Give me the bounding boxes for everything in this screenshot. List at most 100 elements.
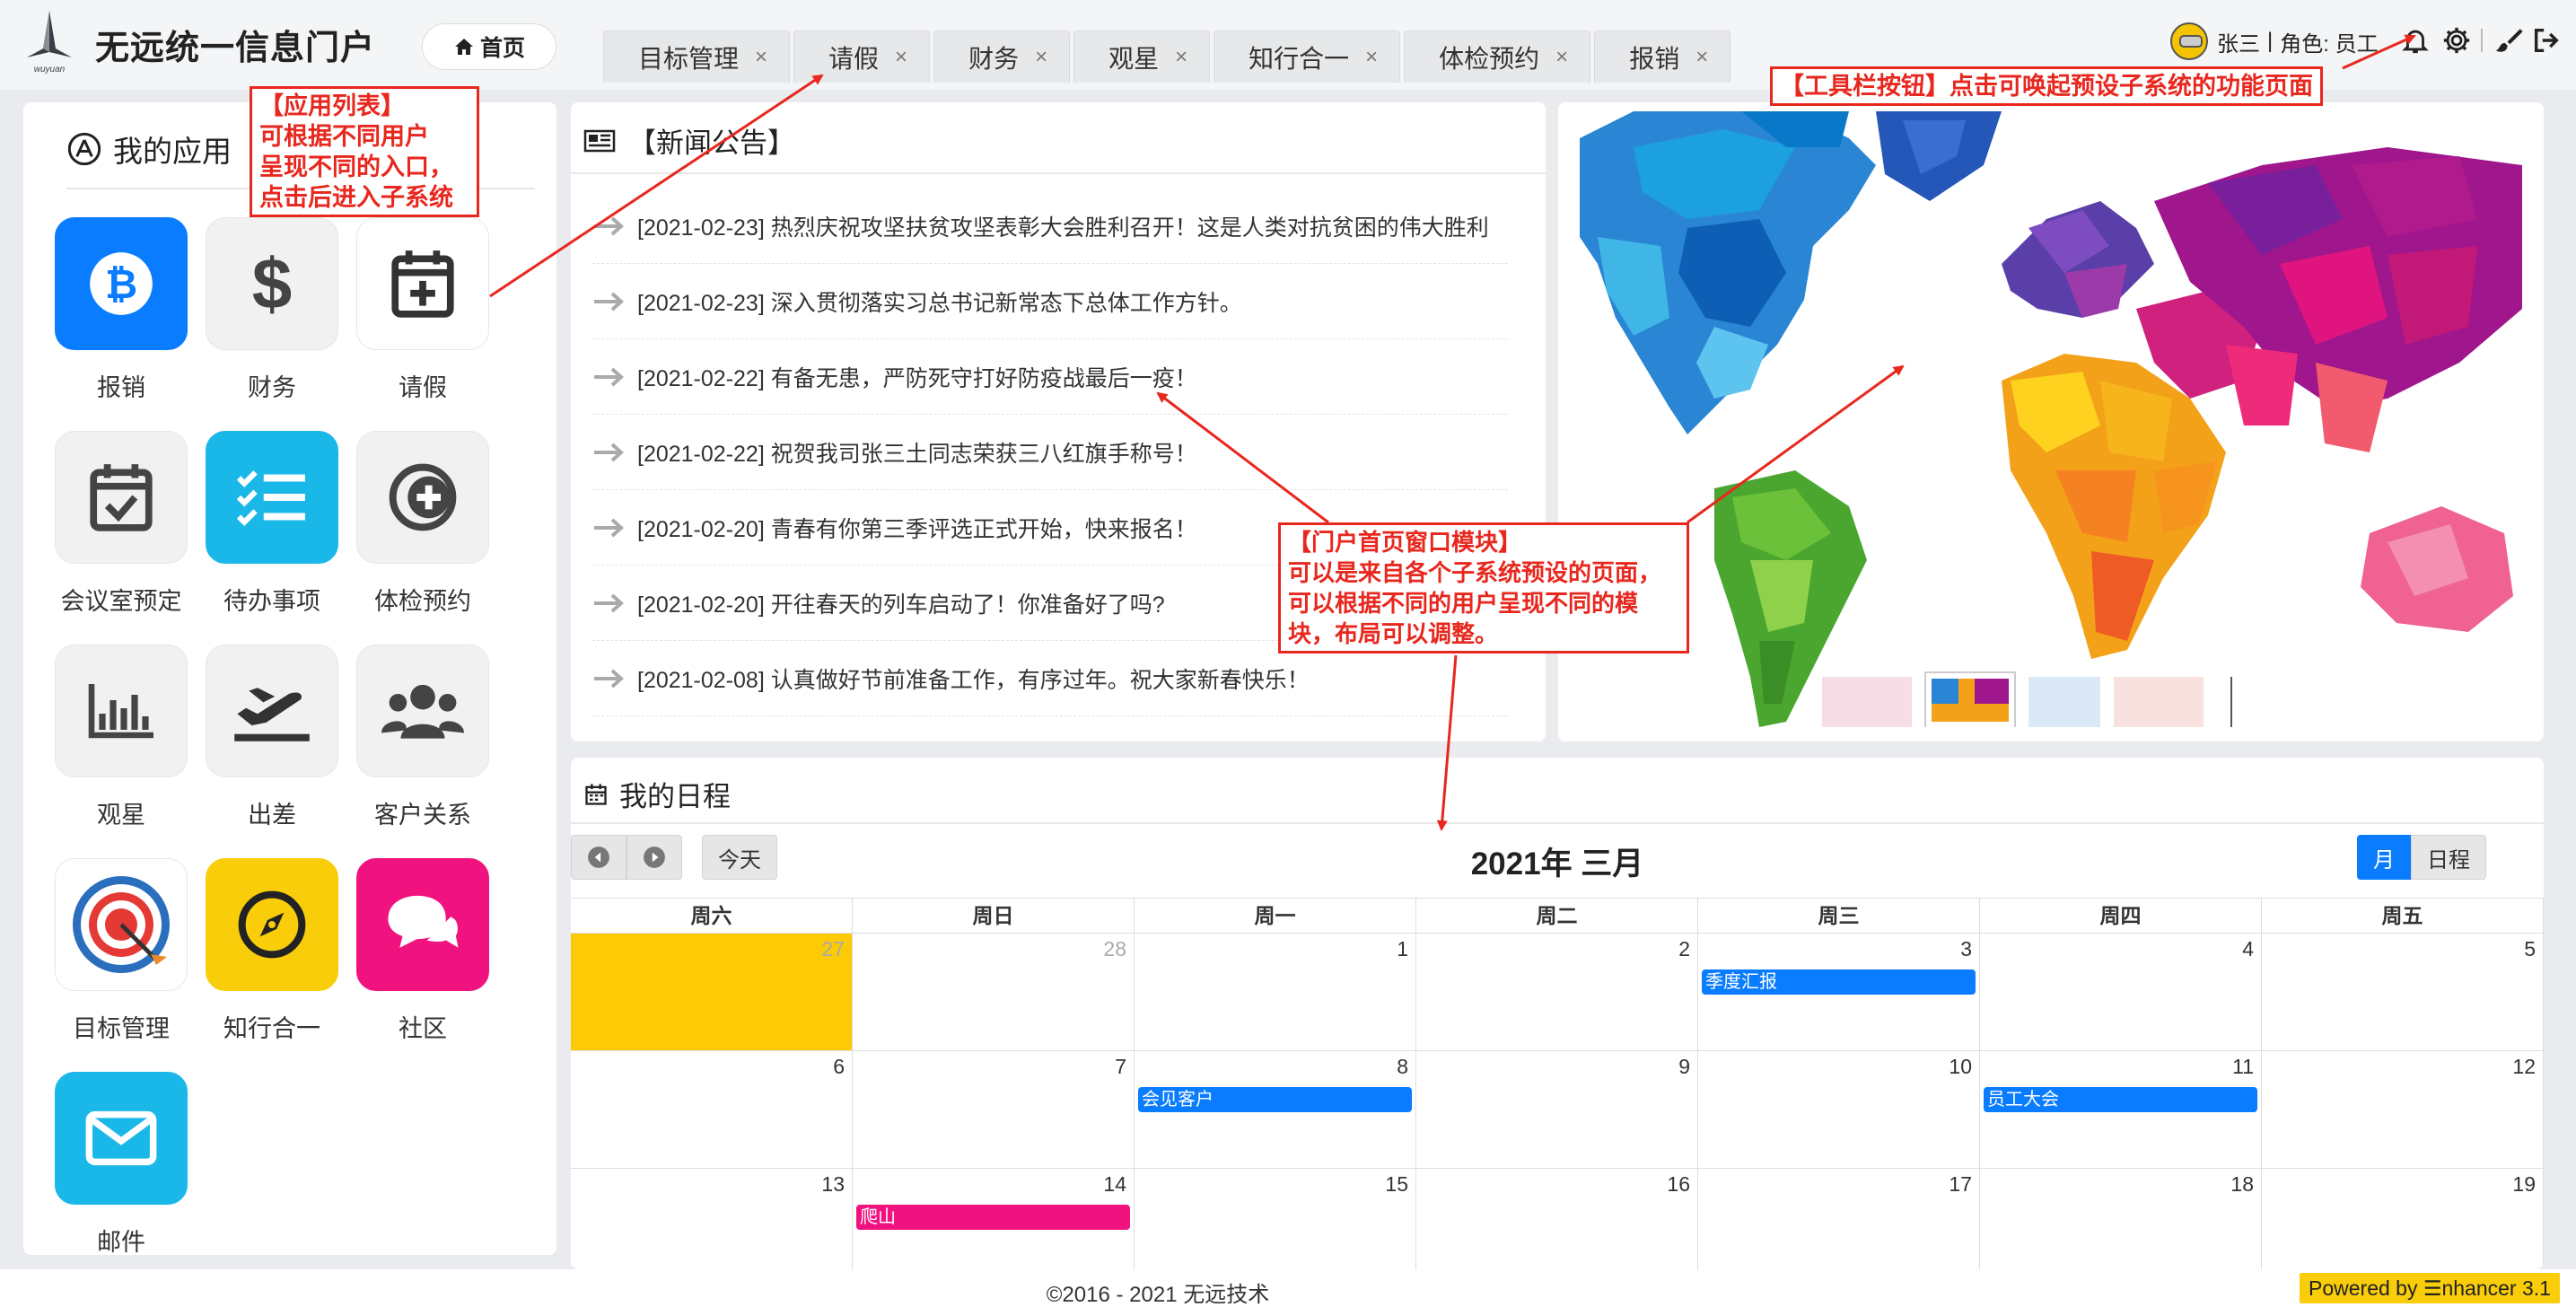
- tab-close-icon[interactable]: ×: [1555, 44, 1569, 69]
- weekday-header: 周六: [571, 899, 853, 933]
- news-item[interactable]: [2021-02-22] 祝贺我司张三土同志荣获三八红旗手称号！: [592, 415, 1508, 490]
- news-item[interactable]: [2021-02-23] 深入贯彻落实习总书记新常态下总体工作方针。: [592, 264, 1508, 339]
- arrow-right-icon: [594, 367, 624, 386]
- calendar-day-cell[interactable]: 28: [853, 934, 1135, 1050]
- calendar-day-cell[interactable]: 18: [1980, 1169, 2262, 1269]
- logo[interactable]: wuyuan: [20, 9, 79, 77]
- bell-icon[interactable]: [2400, 25, 2431, 56]
- copyright-text: ©2016 - 2021 无远技术: [1046, 1283, 1270, 1307]
- home-button-label: 首页: [479, 36, 525, 61]
- tab-close-icon[interactable]: ×: [1365, 44, 1379, 69]
- tab-6[interactable]: 报销 ×: [1594, 31, 1731, 83]
- calendar-day-cell[interactable]: 3 季度汇报: [1698, 934, 1980, 1050]
- app-label: 社区: [399, 1015, 447, 1042]
- calendar-day-cell[interactable]: 13: [571, 1169, 853, 1269]
- calendar-title: 2021年 三月: [1470, 846, 1644, 882]
- news-item[interactable]: [2021-02-23] 热烈庆祝攻坚扶贫攻坚表彰大会胜利召开！这是人类对抗贫困…: [592, 189, 1508, 264]
- brush-icon[interactable]: [2493, 25, 2524, 56]
- app-calendar-plus[interactable]: 请假: [355, 217, 490, 403]
- avatar[interactable]: [2170, 22, 2208, 60]
- calendar-event[interactable]: 季度汇报: [1702, 969, 1976, 995]
- calendar-day-number: 14: [1103, 1172, 1126, 1196]
- news-item-text: [2021-02-23] 深入贯彻落实习总书记新常态下总体工作方针。: [637, 290, 1242, 316]
- app-users[interactable]: 客户关系: [355, 645, 490, 830]
- calendar-day-cell[interactable]: 9: [1416, 1051, 1698, 1168]
- calendar-day-cell[interactable]: 8 会见客户: [1135, 1051, 1416, 1168]
- my-apps-panel: 我的应用 ₿ 报销 $ 财务 请假 会议室预定 待办事项 体检预约 观星 出差 客户关系 目标管理 知行…: [23, 102, 556, 1258]
- gear-icon[interactable]: [2441, 25, 2472, 56]
- news-item[interactable]: [2021-02-22] 有备无患，严防死守打好防疫战最后一疫！: [592, 339, 1508, 415]
- tab-close-icon[interactable]: ×: [895, 44, 908, 69]
- calendar-agenda-view-button[interactable]: 日程: [2411, 835, 2486, 880]
- calendar-week-row: 27 28 1 2 3 季度汇报 4 5: [571, 934, 2544, 1051]
- news-item[interactable]: [2021-02-20] 青春有你第三季评选正式开始，快来报名！: [592, 490, 1508, 566]
- home-icon: [454, 39, 473, 55]
- logout-icon[interactable]: [2531, 25, 2562, 56]
- tab-5[interactable]: 体检预约 ×: [1404, 31, 1591, 83]
- app-label: 出差: [248, 802, 296, 829]
- svg-text:$: $: [252, 248, 293, 320]
- calendar-event[interactable]: 会见客户: [1138, 1087, 1412, 1112]
- svg-text:₿: ₿: [105, 263, 137, 307]
- tab-3[interactable]: 观星 ×: [1073, 31, 1211, 83]
- calendar-day-cell[interactable]: 19: [2262, 1169, 2544, 1269]
- arrow-right-icon: [594, 216, 624, 235]
- app-bar-chart[interactable]: 观星: [54, 645, 188, 830]
- map-thumbnails[interactable]: [1822, 671, 2232, 727]
- annotation-toolbar: 【工具栏按钮】点击可唤起预设子系统的功能页面: [1770, 66, 2323, 106]
- calendar-day-number: 19: [2512, 1172, 2536, 1196]
- tab-close-icon[interactable]: ×: [755, 44, 768, 69]
- calendar-day-cell[interactable]: 5: [2262, 934, 2544, 1050]
- app-compass[interactable]: 知行合一: [205, 858, 339, 1044]
- app-label: 请假: [399, 374, 447, 401]
- calendar-day-cell[interactable]: 7: [853, 1051, 1135, 1168]
- calendar-day-cell[interactable]: 17: [1698, 1169, 1980, 1269]
- calendar-day-cell[interactable]: 14 爬山: [853, 1169, 1135, 1269]
- calendar-day-cell[interactable]: 11 员工大会: [1980, 1051, 2262, 1168]
- tab-4[interactable]: 知行合一 ×: [1214, 31, 1401, 83]
- app-calendar-check[interactable]: 会议室预定: [54, 431, 188, 617]
- calendar-month-view-button[interactable]: 月: [2357, 835, 2411, 880]
- calendar-event[interactable]: 爬山: [856, 1205, 1130, 1230]
- calendar-day-cell[interactable]: 10: [1698, 1051, 1980, 1168]
- news-item[interactable]: [2021-02-08] 认真做好节前准备工作，有序过年。祝大家新春快乐！: [592, 641, 1508, 716]
- tab-close-icon[interactable]: ×: [1175, 44, 1188, 69]
- calendar-day-cell[interactable]: 1: [1135, 934, 1416, 1050]
- arrow-right-icon: [594, 443, 624, 461]
- calendar-next-button[interactable]: [626, 835, 682, 880]
- app-medical[interactable]: 体检预约: [355, 431, 490, 617]
- calendar-day-cell[interactable]: 2: [1416, 934, 1698, 1050]
- powered-by-badge[interactable]: Powered by ☰nhancer 3.1: [2300, 1273, 2560, 1303]
- news-item[interactable]: [2021-02-20] 开往春天的列车启动了！你准备好了吗?: [592, 566, 1508, 641]
- tab-close-icon[interactable]: ×: [1035, 44, 1048, 69]
- calendar-event[interactable]: 员工大会: [1984, 1087, 2257, 1112]
- calendar-day-number: 27: [821, 937, 845, 961]
- app-bitcoin[interactable]: ₿ 报销: [54, 217, 188, 403]
- news-panel-title-text: 【新闻公告】: [628, 127, 795, 159]
- weekday-header: 周二: [1416, 899, 1698, 933]
- app-dollar[interactable]: $ 财务: [205, 217, 339, 403]
- calendar-day-number: 12: [2512, 1055, 2536, 1078]
- app-plane[interactable]: 出差: [205, 645, 339, 830]
- tab-label: 报销: [1629, 44, 1680, 73]
- home-button[interactable]: 首页: [422, 23, 556, 70]
- calendar-prev-button[interactable]: [571, 835, 626, 880]
- app-chat[interactable]: 社区: [355, 858, 490, 1044]
- calendar-day-cell[interactable]: 6: [571, 1051, 853, 1168]
- tab-1[interactable]: 请假 ×: [793, 31, 931, 83]
- users-icon: [356, 645, 489, 777]
- tab-0[interactable]: 目标管理 ×: [603, 31, 791, 83]
- calendar-day-cell[interactable]: 15: [1135, 1169, 1416, 1269]
- app-checklist[interactable]: 待办事项: [205, 431, 339, 617]
- user-info[interactable]: 张三 | 角色: 员工: [2170, 22, 2379, 61]
- tab-2[interactable]: 财务 ×: [933, 31, 1071, 83]
- app-target[interactable]: 目标管理: [54, 858, 188, 1044]
- calendar-day-cell[interactable]: 4: [1980, 934, 2262, 1050]
- calendar-day-cell[interactable]: 12: [2262, 1051, 2544, 1168]
- target-icon: [55, 858, 188, 991]
- calendar-day-cell[interactable]: 27: [571, 934, 853, 1050]
- app-mail[interactable]: 邮件: [54, 1072, 188, 1258]
- calendar-today-button[interactable]: 今天: [702, 835, 777, 880]
- calendar-day-cell[interactable]: 16: [1416, 1169, 1698, 1269]
- tab-close-icon[interactable]: ×: [1695, 44, 1709, 69]
